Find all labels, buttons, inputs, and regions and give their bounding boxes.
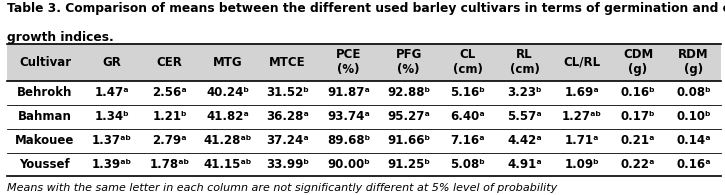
Text: PCE
(%): PCE (%) (336, 48, 361, 76)
Text: 33.99ᵇ: 33.99ᵇ (266, 158, 309, 171)
Text: PFG
(%): PFG (%) (396, 48, 422, 76)
Text: 1.71ᵃ: 1.71ᵃ (565, 134, 599, 147)
Text: growth indices.: growth indices. (7, 31, 114, 44)
Text: Table 3. Comparison of means between the different used barley cultivars in term: Table 3. Comparison of means between the… (7, 2, 725, 15)
Text: 6.40ᵃ: 6.40ᵃ (450, 110, 485, 123)
Text: 41.82ᵃ: 41.82ᵃ (206, 110, 249, 123)
Text: 90.00ᵇ: 90.00ᵇ (327, 158, 370, 171)
Text: 5.08ᵇ: 5.08ᵇ (450, 158, 485, 171)
Text: RL
(cm): RL (cm) (510, 48, 539, 76)
Text: 0.21ᵃ: 0.21ᵃ (621, 134, 655, 147)
Text: CL
(cm): CL (cm) (452, 48, 482, 76)
Text: 0.22ᵃ: 0.22ᵃ (621, 158, 655, 171)
Text: Makouee: Makouee (15, 134, 75, 147)
Text: 36.28ᵃ: 36.28ᵃ (266, 110, 309, 123)
Text: 4.91ᵃ: 4.91ᵃ (507, 158, 542, 171)
Text: 3.23ᵇ: 3.23ᵇ (507, 86, 542, 99)
Text: MTG: MTG (212, 56, 242, 69)
Text: 7.16ᵃ: 7.16ᵃ (450, 134, 485, 147)
Text: 1.69ᵃ: 1.69ᵃ (564, 86, 599, 99)
Text: 1.39ᵃᵇ: 1.39ᵃᵇ (91, 158, 132, 171)
Text: CDM
(g): CDM (g) (623, 48, 653, 76)
Text: 4.42ᵃ: 4.42ᵃ (507, 134, 542, 147)
Text: 0.10ᵇ: 0.10ᵇ (676, 110, 711, 123)
Text: 91.25ᵇ: 91.25ᵇ (387, 158, 430, 171)
Text: CL/RL: CL/RL (563, 56, 600, 69)
Text: Youssef: Youssef (20, 158, 70, 171)
Bar (7, 44, 721, 81)
Text: 1.21ᵇ: 1.21ᵇ (152, 110, 187, 123)
Text: 41.28ᵃᵇ: 41.28ᵃᵇ (203, 134, 252, 147)
Text: 2.56ᵃ: 2.56ᵃ (152, 86, 187, 99)
Text: RDM
(g): RDM (g) (679, 48, 709, 76)
Text: 1.37ᵃᵇ: 1.37ᵃᵇ (91, 134, 132, 147)
Text: 37.24ᵃ: 37.24ᵃ (266, 134, 309, 147)
Text: 95.27ᵃ: 95.27ᵃ (387, 110, 430, 123)
Text: 1.78ᵃᵇ: 1.78ᵃᵇ (149, 158, 189, 171)
Text: 31.52ᵇ: 31.52ᵇ (266, 86, 309, 99)
Text: Behrokh: Behrokh (17, 86, 73, 99)
Text: 1.09ᵇ: 1.09ᵇ (564, 158, 599, 171)
Text: MTCE: MTCE (269, 56, 306, 69)
Text: 92.88ᵇ: 92.88ᵇ (387, 86, 431, 99)
Text: Means with the same letter in each column are not significantly different at 5% : Means with the same letter in each colum… (7, 183, 558, 193)
Text: 0.08ᵇ: 0.08ᵇ (676, 86, 711, 99)
Text: 0.16ᵇ: 0.16ᵇ (621, 86, 655, 99)
Text: 0.17ᵇ: 0.17ᵇ (621, 110, 655, 123)
Text: 1.27ᵃᵇ: 1.27ᵃᵇ (562, 110, 602, 123)
Text: CER: CER (157, 56, 183, 69)
Text: 40.24ᵇ: 40.24ᵇ (206, 86, 249, 99)
Text: 5.16ᵇ: 5.16ᵇ (450, 86, 485, 99)
Text: GR: GR (102, 56, 121, 69)
Text: 0.16ᵃ: 0.16ᵃ (676, 158, 710, 171)
Text: 89.68ᵇ: 89.68ᵇ (327, 134, 370, 147)
Text: 41.15ᵃᵇ: 41.15ᵃᵇ (203, 158, 252, 171)
Text: Cultivar: Cultivar (19, 56, 71, 69)
Text: 0.14ᵃ: 0.14ᵃ (676, 134, 710, 147)
Text: 2.79ᵃ: 2.79ᵃ (152, 134, 187, 147)
Text: Bahman: Bahman (18, 110, 72, 123)
Text: 1.34ᵇ: 1.34ᵇ (94, 110, 129, 123)
Text: 91.87ᵃ: 91.87ᵃ (327, 86, 370, 99)
Text: 91.66ᵇ: 91.66ᵇ (387, 134, 431, 147)
Text: 93.74ᵃ: 93.74ᵃ (327, 110, 370, 123)
Text: 5.57ᵃ: 5.57ᵃ (507, 110, 542, 123)
Text: 1.47ᵃ: 1.47ᵃ (94, 86, 129, 99)
